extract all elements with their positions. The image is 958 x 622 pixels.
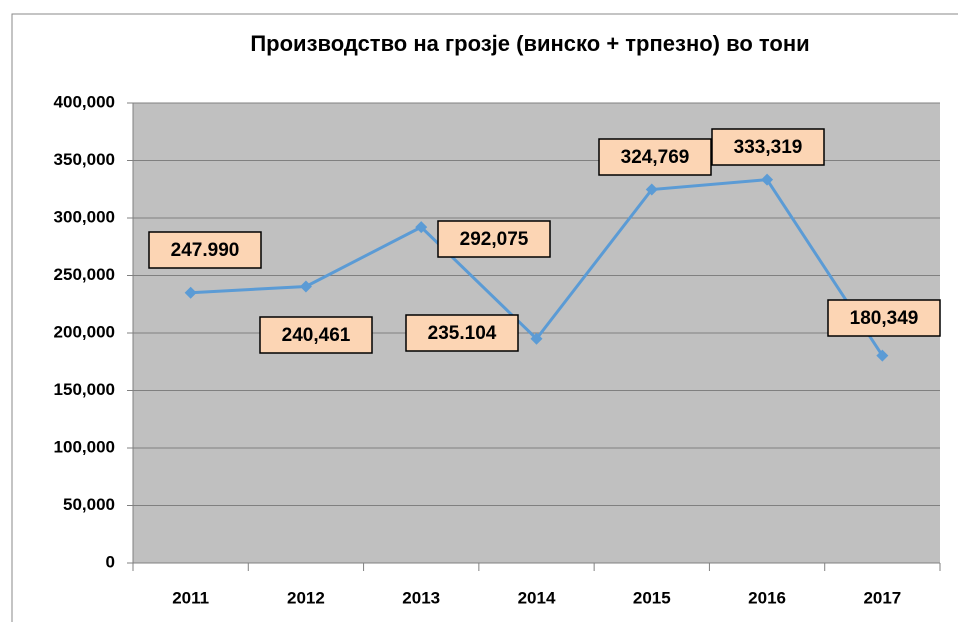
x-tick-label: 2011 bbox=[172, 588, 209, 607]
annotation-box bbox=[827, 299, 941, 337]
chart-border bbox=[11, 13, 958, 622]
annotation: 247.990 bbox=[171, 240, 240, 261]
y-tick-label: 350,000 bbox=[54, 150, 115, 169]
y-tick-label: 50,000 bbox=[63, 495, 115, 514]
x-tick-label: 2015 bbox=[633, 588, 671, 607]
y-tick-label: 100,000 bbox=[54, 437, 115, 456]
marker bbox=[761, 173, 774, 186]
marker bbox=[299, 280, 312, 293]
annotation-box bbox=[437, 220, 551, 258]
annotation-box bbox=[148, 231, 262, 269]
x-tick-label: 2017 bbox=[863, 588, 901, 607]
y-tick-label: 300,000 bbox=[54, 207, 115, 226]
marker bbox=[415, 221, 428, 234]
marker bbox=[530, 332, 543, 345]
y-tick-label: 250,000 bbox=[54, 265, 115, 284]
annotation: 333,319 bbox=[734, 137, 803, 158]
x-tick-label: 2013 bbox=[402, 588, 440, 607]
x-tick-label: 2016 bbox=[748, 588, 786, 607]
chart-title: Производство на грозје (винско + трпезно… bbox=[250, 31, 809, 56]
annotation-box bbox=[598, 138, 712, 176]
annotation: 324,769 bbox=[621, 147, 690, 168]
annotation-box bbox=[405, 314, 519, 352]
annotation-box bbox=[711, 128, 825, 166]
x-tick-label: 2014 bbox=[518, 588, 556, 607]
x-tick-label: 2012 bbox=[287, 588, 325, 607]
annotation-box bbox=[259, 316, 373, 354]
annotation: 235.104 bbox=[428, 323, 497, 344]
y-tick-label: 400,000 bbox=[54, 92, 115, 111]
y-tick-label: 200,000 bbox=[54, 322, 115, 341]
y-tick-label: 0 bbox=[106, 552, 115, 571]
annotation: 292,075 bbox=[460, 229, 529, 250]
y-tick-label: 150,000 bbox=[54, 380, 115, 399]
marker bbox=[645, 183, 658, 196]
annotation: 180,349 bbox=[850, 308, 919, 329]
annotation: 240,461 bbox=[282, 325, 351, 346]
marker bbox=[876, 349, 889, 362]
marker bbox=[184, 286, 197, 299]
